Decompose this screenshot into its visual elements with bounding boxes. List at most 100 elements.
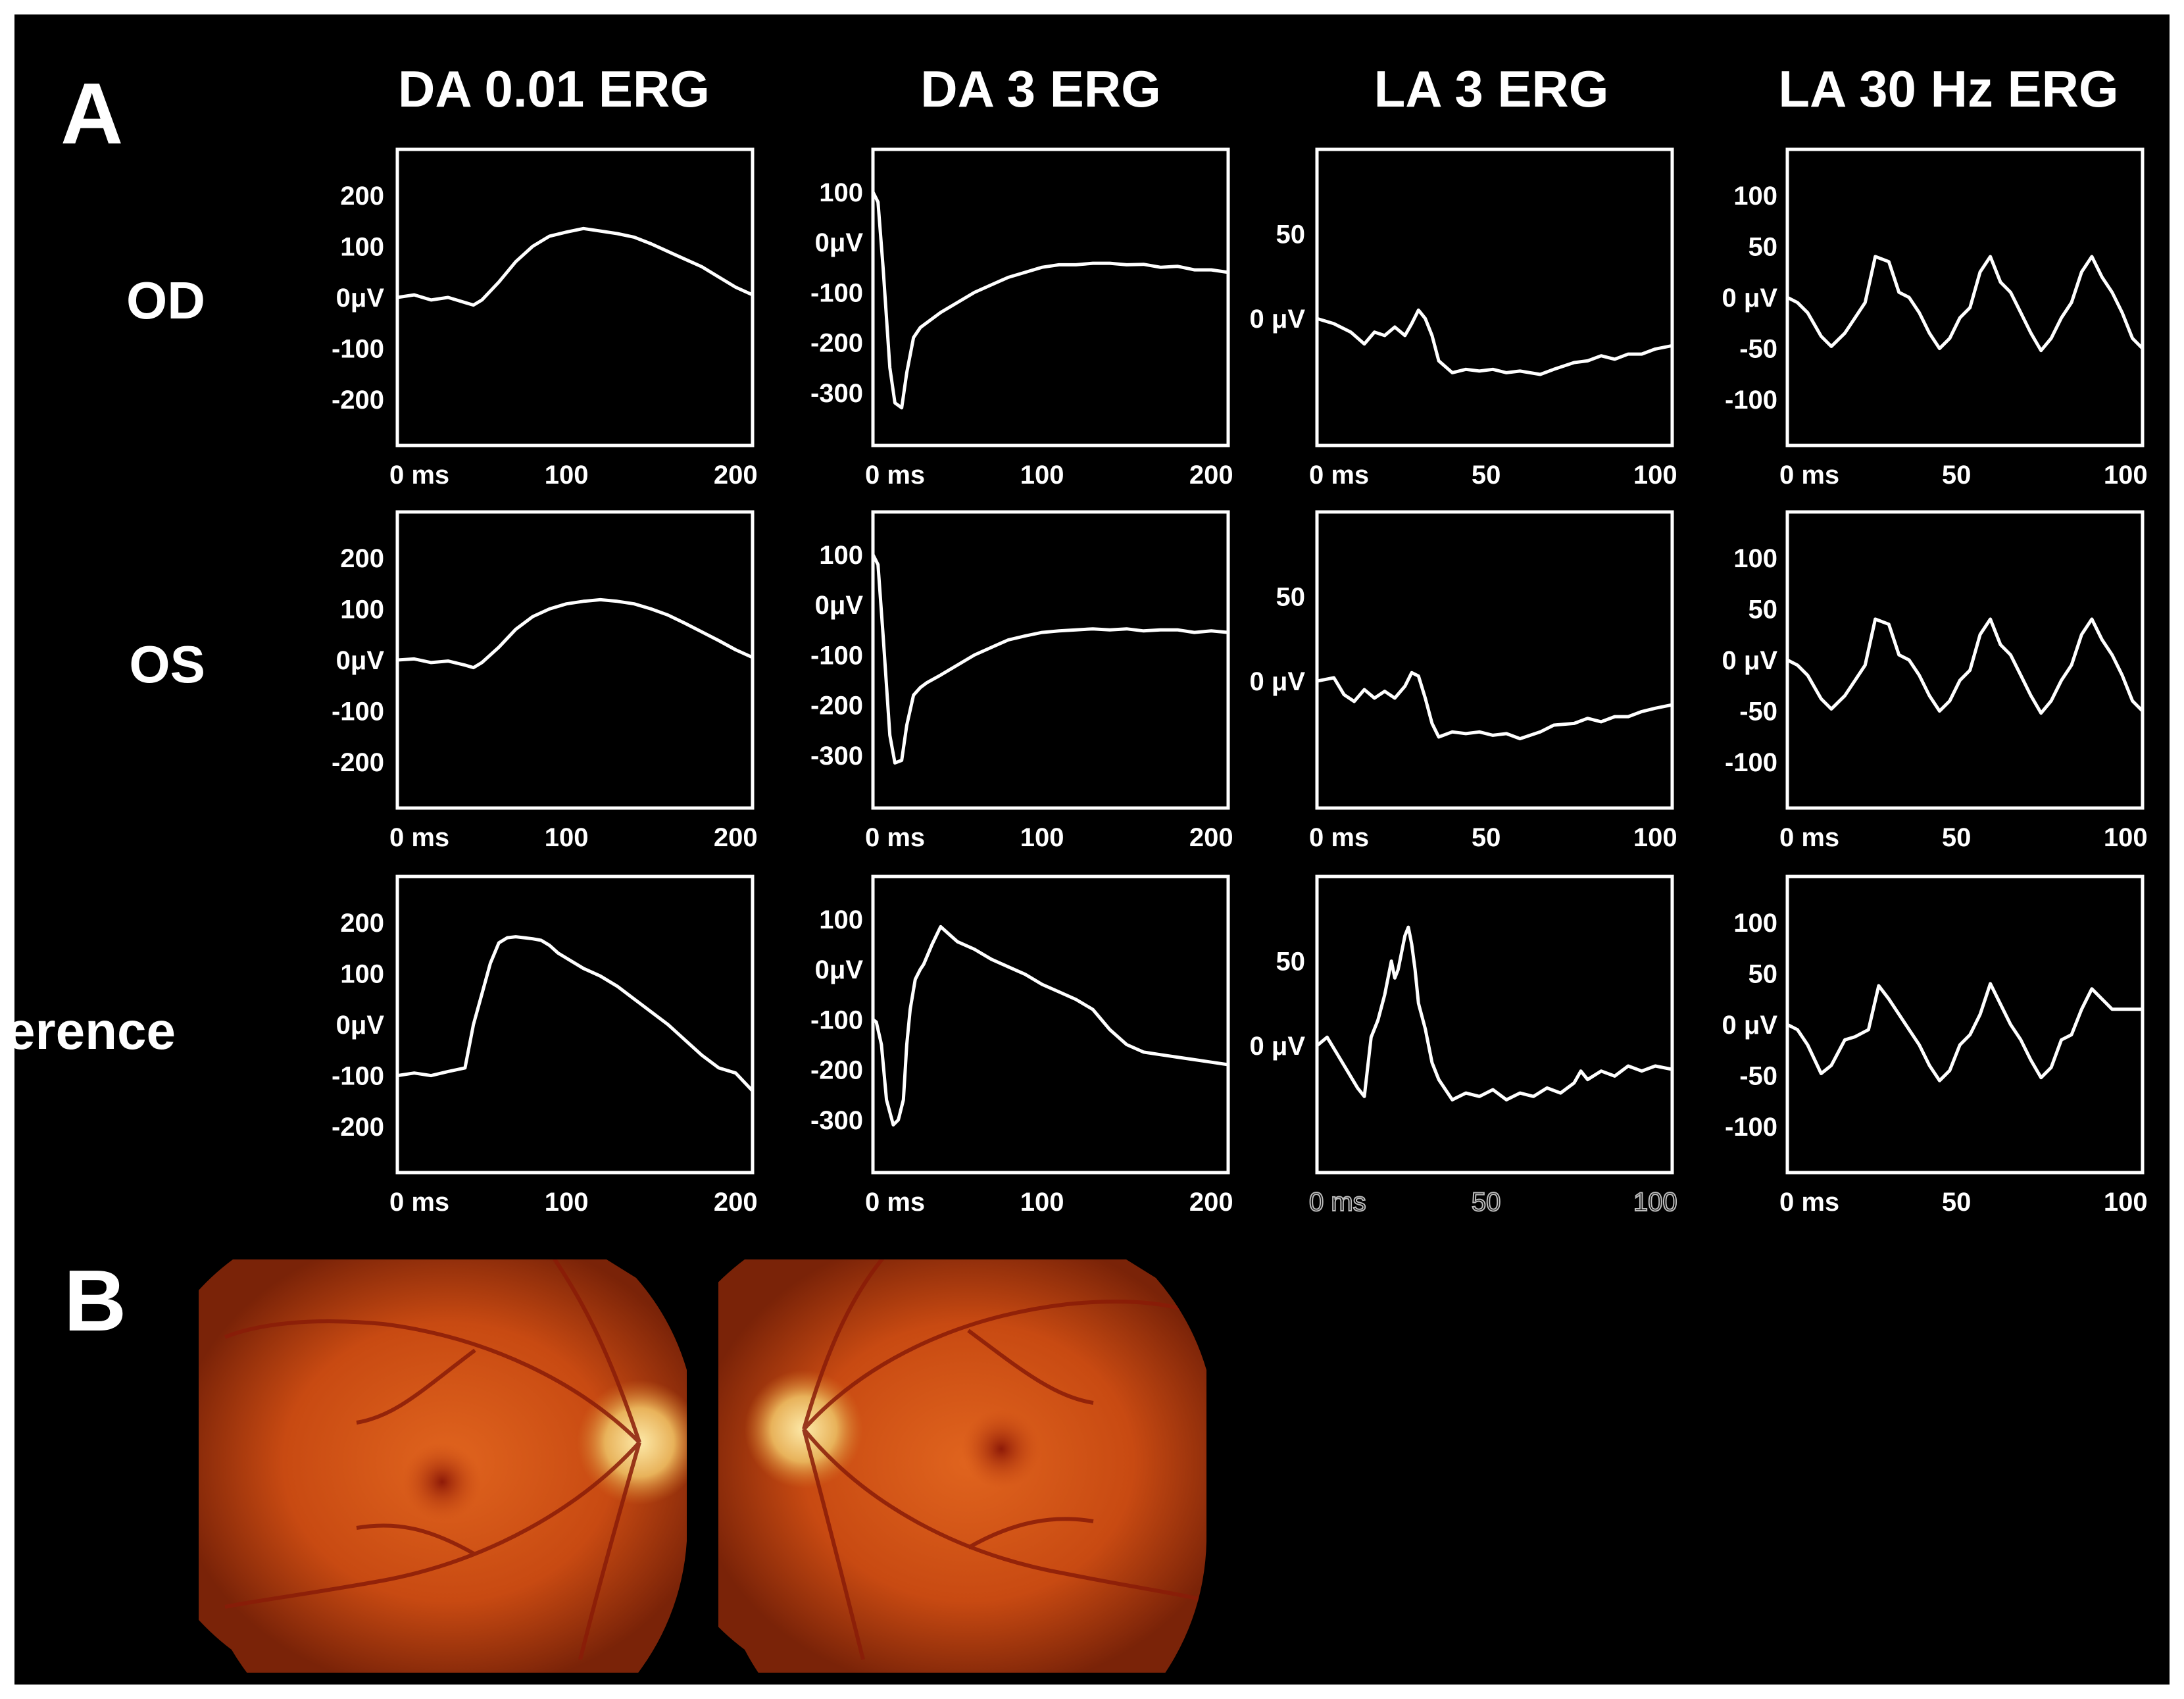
- erg-figure: A B DA 0.01 ERG DA 3 ERG LA 3 ERG LA 30 Hz …: [14, 60, 2148, 1673]
- y-tick-label: -200: [810, 329, 863, 358]
- vessels-os: [802, 1259, 1206, 1660]
- plot-frame: [395, 875, 755, 1175]
- macula-os: [962, 1409, 1041, 1488]
- erg-trace: [395, 597, 755, 670]
- x-tick-label: 0 ms: [1779, 1188, 1839, 1217]
- y-tick-label: 200: [340, 182, 384, 211]
- y-tick-label: -100: [810, 641, 863, 670]
- y-tick-label: 50: [1749, 232, 1778, 261]
- x-tick-label: 100: [545, 823, 589, 852]
- erg-plot: 50 0 μV 0 ms 50 100: [1249, 510, 1677, 852]
- y-tick-label: -100: [810, 1005, 863, 1034]
- erg-trace: [395, 226, 755, 307]
- erg-trace: [1315, 925, 1674, 1102]
- figure-panel: A B DA 0.01 ERG DA 3 ERG LA 3 ERG LA 30 Hz …: [14, 14, 2170, 1685]
- x-tick-label: 100: [2104, 461, 2148, 490]
- x-tick-label: 100: [545, 1188, 589, 1217]
- x-tick-label: 100: [545, 461, 589, 490]
- erg-plot: 100 50 0 μV -50 -100 0 ms 50 100: [1722, 510, 2148, 852]
- y-tick-label: -300: [810, 379, 863, 408]
- y-tick-label: 0μV: [815, 591, 864, 620]
- x-tick-label: 0 ms: [1309, 823, 1369, 852]
- y-tick-label: 100: [819, 905, 863, 934]
- panel-b-label: B: [64, 1252, 126, 1349]
- plot-frame: [1785, 510, 2145, 810]
- erg-trace: [1315, 671, 1674, 741]
- erg-trace: [1785, 255, 2145, 353]
- y-tick-label: 0μV: [815, 228, 864, 257]
- x-tick-label: 0 ms: [865, 1188, 925, 1217]
- erg-plot: 50 0 μV 0 ms 50 100: [1249, 147, 1677, 490]
- y-tick-label: 0μV: [815, 955, 864, 984]
- x-tick-label: 200: [1189, 461, 1233, 490]
- x-tick-label: 200: [714, 823, 758, 852]
- vessels-od: [224, 1259, 641, 1660]
- plot-frame: [871, 147, 1230, 447]
- y-tick-label: -100: [810, 278, 863, 307]
- panel-a-label: A: [61, 65, 123, 162]
- y-tick-label: 100: [340, 959, 384, 988]
- y-tick-label: 200: [340, 909, 384, 938]
- y-tick-label: 200: [340, 544, 384, 573]
- y-tick-label: -100: [332, 1062, 384, 1091]
- erg-plot: 100 0μV -100 -200 -300 0 ms 100 200: [810, 875, 1233, 1217]
- y-tick-label: 0 μV: [1249, 667, 1305, 696]
- x-tick-label: 0 ms: [865, 823, 925, 852]
- y-tick-label: 100: [1733, 544, 1777, 573]
- y-tick-label: -200: [332, 386, 384, 415]
- x-tick-label: 200: [714, 1188, 758, 1217]
- y-tick-label: -50: [1739, 1062, 1777, 1091]
- column-title: LA 30 Hz ERG: [1778, 60, 2118, 118]
- y-tick-label: -50: [1739, 335, 1777, 364]
- erg-grid: DA 0.01 ERG DA 3 ERG LA 3 ERG LA 30 Hz ERG O…: [14, 60, 2148, 1217]
- row-label: Reference: [14, 1002, 176, 1060]
- x-tick-label: 0 ms: [389, 823, 449, 852]
- x-tick-label: 0 ms: [1309, 461, 1369, 490]
- y-tick-label: -50: [1739, 697, 1777, 726]
- x-tick-label: 50: [1942, 1188, 1972, 1217]
- erg-trace: [1315, 308, 1674, 376]
- y-tick-label: 100: [1733, 182, 1777, 211]
- x-tick-label: 100: [1633, 1188, 1677, 1217]
- y-tick-label: 0 μV: [1249, 1032, 1305, 1061]
- x-tick-label: 50: [1942, 823, 1972, 852]
- x-tick-label: 100: [1020, 1188, 1064, 1217]
- y-tick-label: 0 μV: [1722, 284, 1777, 313]
- y-tick-label: 50: [1276, 583, 1306, 612]
- y-tick-label: -200: [332, 748, 384, 777]
- erg-trace: [395, 935, 755, 1093]
- y-tick-label: 0μV: [336, 646, 385, 675]
- x-tick-label: 50: [1472, 461, 1501, 490]
- x-tick-label: 0 ms: [865, 461, 925, 490]
- column-title: LA 3 ERG: [1374, 60, 1609, 118]
- y-tick-label: 0μV: [336, 284, 385, 313]
- y-tick-label: 100: [340, 595, 384, 624]
- y-tick-label: 0 μV: [1722, 1011, 1777, 1040]
- y-tick-label: -100: [1725, 748, 1777, 777]
- plot-frame: [1785, 147, 2145, 447]
- y-tick-label: 100: [819, 178, 863, 207]
- erg-plot: 100 50 0 μV -50 -100 0 ms 50 100: [1722, 147, 2148, 490]
- erg-plot: 200 100 0μV -100 -200 0 ms 100 200: [332, 875, 758, 1217]
- macula-od: [403, 1442, 482, 1521]
- column-title: DA 0.01 ERG: [398, 60, 710, 118]
- y-tick-label: 50: [1276, 220, 1306, 249]
- y-tick-label: 0 μV: [1722, 646, 1777, 675]
- erg-plot: 100 0μV -100 -200 -300 0 ms 100 200: [810, 147, 1233, 490]
- x-tick-label: 100: [1633, 823, 1677, 852]
- x-tick-label: 50: [1472, 823, 1501, 852]
- y-tick-label: -100: [332, 697, 384, 726]
- y-tick-label: 50: [1749, 959, 1778, 988]
- y-tick-label: -300: [810, 742, 863, 771]
- y-tick-label: 100: [819, 541, 863, 570]
- x-tick-label: 100: [2104, 823, 2148, 852]
- x-tick-label: 100: [1020, 823, 1064, 852]
- column-title: DA 3 ERG: [920, 60, 1161, 118]
- y-tick-label: 50: [1276, 948, 1306, 976]
- erg-plot: 50 0 μV 0 ms 50 100: [1249, 875, 1678, 1217]
- x-tick-label: 50: [1942, 461, 1972, 490]
- x-tick-label: 0 ms: [1779, 461, 1839, 490]
- row-label: OS: [129, 635, 205, 694]
- y-tick-label: -100: [1725, 1113, 1777, 1142]
- x-tick-label: 0 ms: [389, 461, 449, 490]
